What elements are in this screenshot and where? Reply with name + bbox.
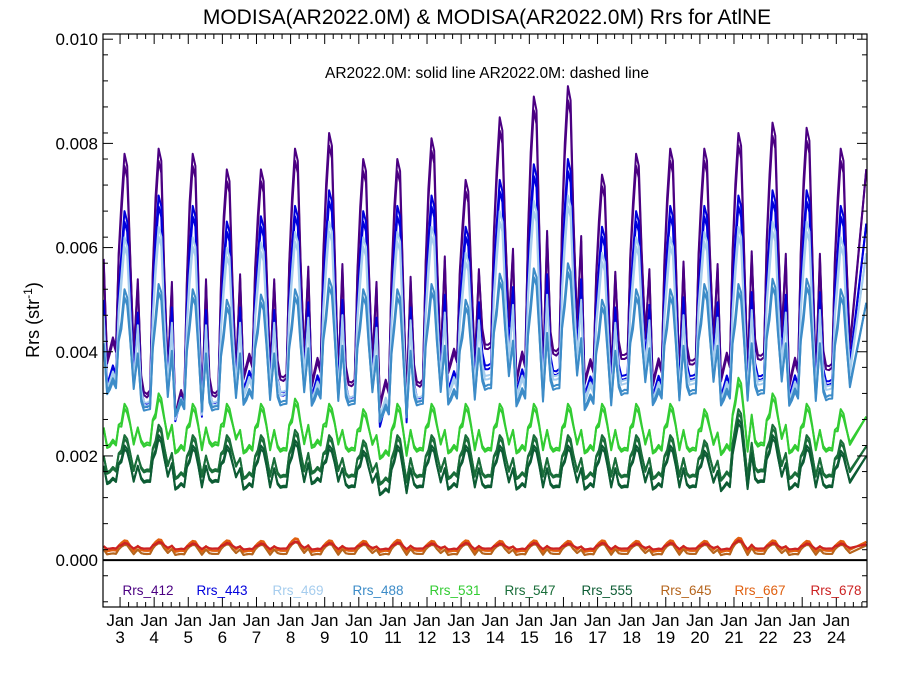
x-tick-month: Jan <box>311 611 338 630</box>
legend: Rrs_412 Rrs_443 Rrs_469 Rrs_488 Rrs_531 Rrs_5… <box>122 583 861 598</box>
legend-item-rrs-488: Rrs_488 <box>352 583 403 598</box>
x-tick-month: Jan <box>106 611 133 630</box>
y-tick-label: 0.002 <box>55 447 98 466</box>
x-tick-year: 6 <box>218 628 227 647</box>
x-tick-month: Jan <box>447 611 474 630</box>
y-tick-label: 0.000 <box>55 551 98 570</box>
x-tick-month: Jan <box>584 611 611 630</box>
legend-item-rrs-469: Rrs_469 <box>272 583 323 598</box>
series-line-rrs-469 <box>102 194 868 421</box>
x-tick-month: Jan <box>482 611 509 630</box>
x-tick-month: Jan <box>209 611 236 630</box>
x-tick-year: 24 <box>827 628 846 647</box>
y-axis-label-suffix: ) <box>23 282 43 288</box>
x-tick-year: 20 <box>690 628 709 647</box>
x-tick-year: 15 <box>520 628 539 647</box>
x-tick-year: 22 <box>759 628 778 647</box>
x-tick-month: Jan <box>175 611 202 630</box>
x-tick-year: 4 <box>149 628 158 647</box>
x-tick-month: Jan <box>823 611 850 630</box>
plot-frame <box>102 33 868 608</box>
x-tick-month: Jan <box>652 611 679 630</box>
x-tick-month: Jan <box>140 611 167 630</box>
x-tick-month: Jan <box>686 611 713 630</box>
series-line-rrs-555 <box>102 418 868 497</box>
x-tick-year: 7 <box>252 628 261 647</box>
x-axis: Jan3Jan4Jan5Jan6Jan7Jan8Jan9Jan10Jan11Ja… <box>106 34 863 647</box>
x-tick-year: 14 <box>486 628 505 647</box>
x-tick-month: Jan <box>379 611 406 630</box>
y-tick-label: 0.004 <box>55 343 98 362</box>
x-tick-month: Jan <box>550 611 577 630</box>
x-tick-year: 13 <box>452 628 471 647</box>
x-tick-month: Jan <box>277 611 304 630</box>
y-axis-label: Rrs (str-1) <box>21 282 43 358</box>
y-tick-label: 0.006 <box>55 239 98 258</box>
x-tick-month: Jan <box>345 611 372 630</box>
legend-item-rrs-412: Rrs_412 <box>122 583 173 598</box>
x-tick-year: 3 <box>115 628 124 647</box>
legend-item-rrs-645: Rrs_645 <box>660 583 711 598</box>
x-tick-year: 16 <box>554 628 573 647</box>
y-tick-label: 0.008 <box>55 134 98 153</box>
x-tick-year: 8 <box>286 628 295 647</box>
y-axis-label-superscript: -1 <box>21 288 35 299</box>
x-tick-year: 17 <box>588 628 607 647</box>
x-tick-month: Jan <box>618 611 645 630</box>
legend-item-rrs-678: Rrs_678 <box>810 583 861 598</box>
x-tick-year: 10 <box>349 628 368 647</box>
x-tick-month: Jan <box>516 611 543 630</box>
x-tick-year: 9 <box>320 628 329 647</box>
x-tick-month: Jan <box>413 611 440 630</box>
x-tick-year: 12 <box>418 628 437 647</box>
x-tick-year: 11 <box>384 628 402 647</box>
y-axis-label-main: Rrs (str <box>23 299 43 358</box>
series-line-rrs-488 <box>102 262 868 423</box>
series-line-rrs-531 <box>102 376 868 461</box>
series-line-rrs-678 <box>103 539 867 551</box>
x-tick-year: 19 <box>656 628 675 647</box>
x-tick-year: 5 <box>184 628 193 647</box>
legend-item-rrs-667: Rrs_667 <box>734 583 785 598</box>
legend-item-rrs-531: Rrs_531 <box>429 583 480 598</box>
x-tick-month: Jan <box>720 611 747 630</box>
x-tick-month: Jan <box>788 611 815 630</box>
x-tick-year: 21 <box>725 628 744 647</box>
y-axis: 0.000 0.002 0.004 0.006 0.008 0.010 <box>55 30 867 603</box>
legend-item-rrs-443: Rrs_443 <box>196 583 247 598</box>
series-line-rrs-547 <box>102 408 868 486</box>
series-line-rrs-412 <box>102 85 868 420</box>
x-tick-year: 23 <box>793 628 812 647</box>
plot-lines <box>102 85 868 557</box>
line-style-annotation: AR2022.0M: solid line AR2022.0M: dashed … <box>325 65 649 82</box>
legend-item-rrs-555: Rrs_555 <box>581 583 632 598</box>
chart-title: MODISA(AR2022.0M) & MODISA(AR2022.0M) Rr… <box>203 6 771 29</box>
x-tick-month: Jan <box>243 611 270 630</box>
y-tick-label: 0.010 <box>55 30 98 49</box>
x-tick-month: Jan <box>754 611 781 630</box>
legend-item-rrs-547: Rrs_547 <box>504 583 555 598</box>
x-tick-year: 18 <box>622 628 641 647</box>
